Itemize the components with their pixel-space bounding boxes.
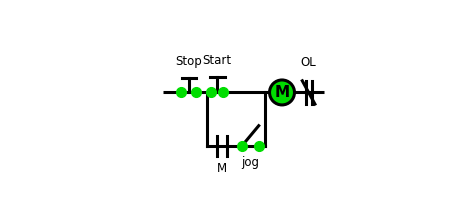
Text: jog: jog: [241, 156, 259, 170]
Text: Start: Start: [202, 54, 232, 67]
Text: Stop: Stop: [175, 55, 202, 68]
Text: M: M: [217, 162, 227, 175]
Circle shape: [270, 80, 294, 105]
Text: M: M: [274, 85, 290, 100]
Text: OL: OL: [301, 56, 317, 69]
